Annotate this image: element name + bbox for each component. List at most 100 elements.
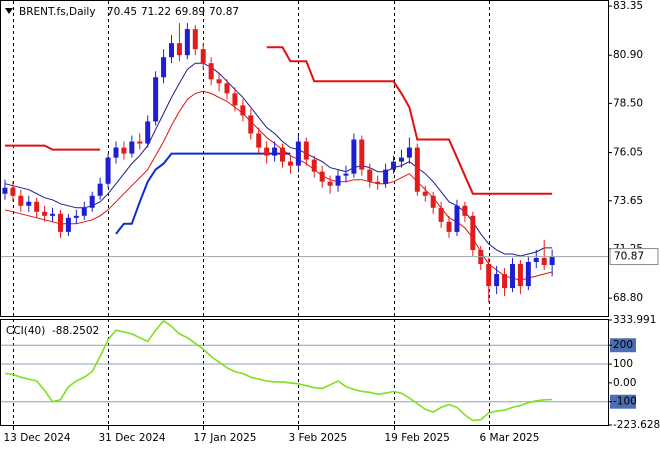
y-tick-label: 76.05 — [613, 147, 643, 159]
candle-body — [398, 157, 404, 162]
indicator-line — [4, 90, 553, 281]
y-tick-label: 200 — [613, 339, 633, 351]
candle-body — [343, 173, 349, 176]
y-tick-label: 83.35 — [613, 0, 643, 12]
candle-body — [295, 141, 301, 166]
candle-body — [351, 139, 357, 174]
ohlc-high: 71.22 — [141, 6, 171, 18]
candle-body — [470, 215, 476, 250]
cci-pane — [0, 319, 609, 426]
level-label-box — [610, 394, 636, 409]
y-tick-label: 100 — [613, 358, 633, 370]
candle-body — [200, 49, 206, 64]
y-tick-label: 0.00 — [613, 377, 636, 389]
ohlc-open: 70.45 — [107, 6, 137, 18]
y-tick-label: 80.90 — [613, 49, 643, 61]
y-tick-label: -100 — [613, 396, 637, 408]
candle-body — [375, 181, 381, 184]
current-price-label: 70.87 — [614, 251, 644, 263]
candle-body — [81, 207, 87, 216]
candle-body — [502, 274, 508, 289]
y-tick-label: 73.65 — [613, 195, 643, 207]
candle-body — [26, 201, 32, 206]
y-tick-label: 333.991 — [613, 314, 656, 326]
candle-body — [517, 264, 523, 287]
cci-title: CCI(40) — [6, 325, 45, 337]
candle-body — [462, 205, 468, 216]
candle-body — [541, 257, 547, 266]
candle-body — [50, 213, 56, 216]
candle-body — [533, 257, 539, 262]
x-tick-label: 17 Jan 2025 — [194, 432, 257, 444]
price-pane — [0, 0, 609, 317]
candle-body — [367, 169, 373, 182]
y-tick-label: 68.80 — [613, 292, 643, 304]
candle-body — [494, 274, 500, 287]
candle-body — [176, 43, 182, 56]
candle-body — [105, 157, 111, 184]
x-tick-label: 3 Feb 2025 — [289, 432, 348, 444]
x-tick-label: 19 Feb 2025 — [385, 432, 450, 444]
symbol-title: BRENT.fs,Daily — [19, 6, 96, 18]
candle-body — [406, 147, 412, 158]
candle-body — [216, 79, 222, 84]
candle-body — [240, 105, 246, 116]
candle-body — [145, 121, 151, 144]
menu-triangle[interactable] — [5, 8, 13, 14]
candle-body — [256, 133, 262, 148]
candle-body — [97, 183, 103, 196]
y-tick-label: 78.50 — [613, 97, 643, 109]
candle-body — [57, 213, 63, 232]
candle-body — [10, 187, 16, 196]
candle-body — [327, 181, 333, 186]
x-tick-label: 6 Mar 2025 — [480, 432, 540, 444]
candle-body — [137, 141, 143, 144]
candle-body — [208, 63, 214, 80]
indicator-line — [4, 62, 553, 257]
cci-line — [4, 319, 553, 422]
candle-body — [184, 29, 190, 56]
candle-body — [272, 147, 278, 156]
level-label-box — [610, 338, 636, 353]
candle-body — [414, 147, 420, 192]
y-tick-label: -223.628 — [613, 419, 660, 431]
candle-body — [303, 141, 309, 160]
indicator-line — [5, 46, 553, 195]
candle-body — [454, 205, 460, 232]
candle-body — [161, 57, 167, 78]
candle-body — [438, 207, 444, 222]
candle-body — [383, 169, 389, 184]
candle-body — [224, 83, 230, 94]
candle-body — [311, 159, 317, 172]
candle-body — [359, 139, 365, 170]
candle-body — [509, 264, 515, 289]
candle-body — [287, 161, 293, 166]
candle-body — [335, 175, 341, 186]
candle-body — [319, 171, 325, 182]
candle-body — [168, 43, 174, 58]
candle-body — [264, 147, 270, 156]
x-tick-label: 31 Dec 2024 — [99, 432, 166, 444]
candle-body — [525, 261, 531, 287]
candle-body — [391, 161, 397, 170]
ohlc-low: 69.89 — [175, 6, 205, 18]
indicator-line — [115, 152, 291, 235]
candle-body — [422, 191, 428, 196]
candle-body — [446, 221, 452, 232]
candle-body — [121, 147, 127, 154]
candle-body — [113, 147, 119, 158]
candle-body — [430, 195, 436, 208]
candle-body — [18, 195, 24, 206]
candle-body — [129, 141, 135, 154]
candle-body — [248, 115, 254, 134]
candle-body — [89, 195, 95, 208]
candle-body — [153, 77, 159, 122]
candle-body — [34, 201, 40, 212]
candle-body — [192, 29, 198, 50]
candle-body — [486, 264, 492, 287]
candle-body — [232, 93, 238, 106]
candle-body — [280, 147, 286, 162]
cci-value: -88.2502 — [52, 325, 99, 337]
